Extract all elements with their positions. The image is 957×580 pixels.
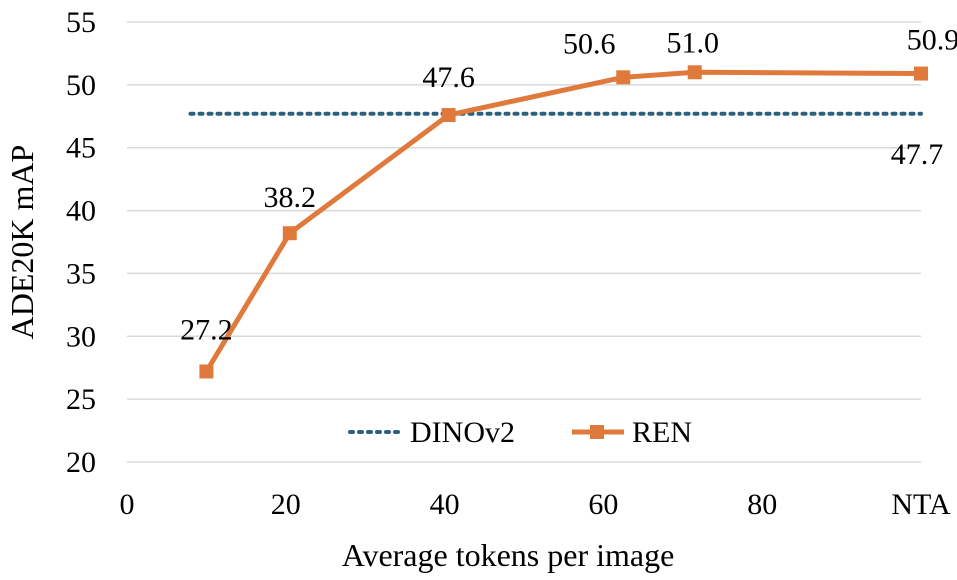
y-axis-title: ADE20K mAP <box>4 145 40 340</box>
ren-data-label: 27.2 <box>180 313 233 346</box>
series-ren-marker <box>687 65 702 80</box>
y-tick-label: 30 <box>66 320 96 353</box>
x-tick-label: 80 <box>747 488 777 521</box>
y-tick-label: 25 <box>66 383 96 416</box>
grid-lines <box>127 21 921 463</box>
y-tick-label: 40 <box>66 195 96 228</box>
series-ren-marker <box>282 226 297 241</box>
series-ren-marker <box>914 66 928 81</box>
series-ren-marker <box>199 364 214 379</box>
ren-data-label: 50.9 <box>907 24 957 57</box>
ren-data-label: 38.2 <box>264 181 317 214</box>
y-tick-label: 35 <box>66 257 96 290</box>
y-tick-label: 45 <box>66 132 96 165</box>
legend-ren-marker <box>590 425 604 439</box>
ren-data-label: 47.6 <box>422 61 475 94</box>
series-ren-line <box>204 69 922 373</box>
y-tick-label: 55 <box>66 6 96 39</box>
dinov2-data-label: 47.7 <box>891 138 944 171</box>
legend-dinov2-label: DINOv2 <box>410 416 515 449</box>
series-ren-marker <box>616 70 631 85</box>
y-axis-ticks: 20 25 30 35 40 45 50 55 <box>66 6 96 479</box>
x-axis-title: Average tokens per image <box>342 537 675 573</box>
x-tick-label: 0 <box>120 488 135 521</box>
series-ren-marker <box>441 108 456 123</box>
ren-data-label: 50.6 <box>563 27 616 60</box>
series-layer <box>188 65 928 379</box>
x-tick-label: 20 <box>271 488 301 521</box>
x-axis-ticks: 0 20 40 60 80 NTA <box>120 488 951 521</box>
y-tick-label: 50 <box>66 69 96 102</box>
ren-data-label: 51.0 <box>666 26 719 59</box>
x-tick-label: NTA <box>891 488 951 521</box>
x-tick-label: 60 <box>588 488 618 521</box>
x-tick-label: 40 <box>430 488 460 521</box>
data-labels: 27.2 38.2 47.6 50.6 51.0 50.9 47.7 <box>180 24 957 347</box>
legend: DINOv2 REN <box>348 416 692 449</box>
y-tick-label: 20 <box>66 446 96 479</box>
legend-ren-label: REN <box>632 416 692 449</box>
